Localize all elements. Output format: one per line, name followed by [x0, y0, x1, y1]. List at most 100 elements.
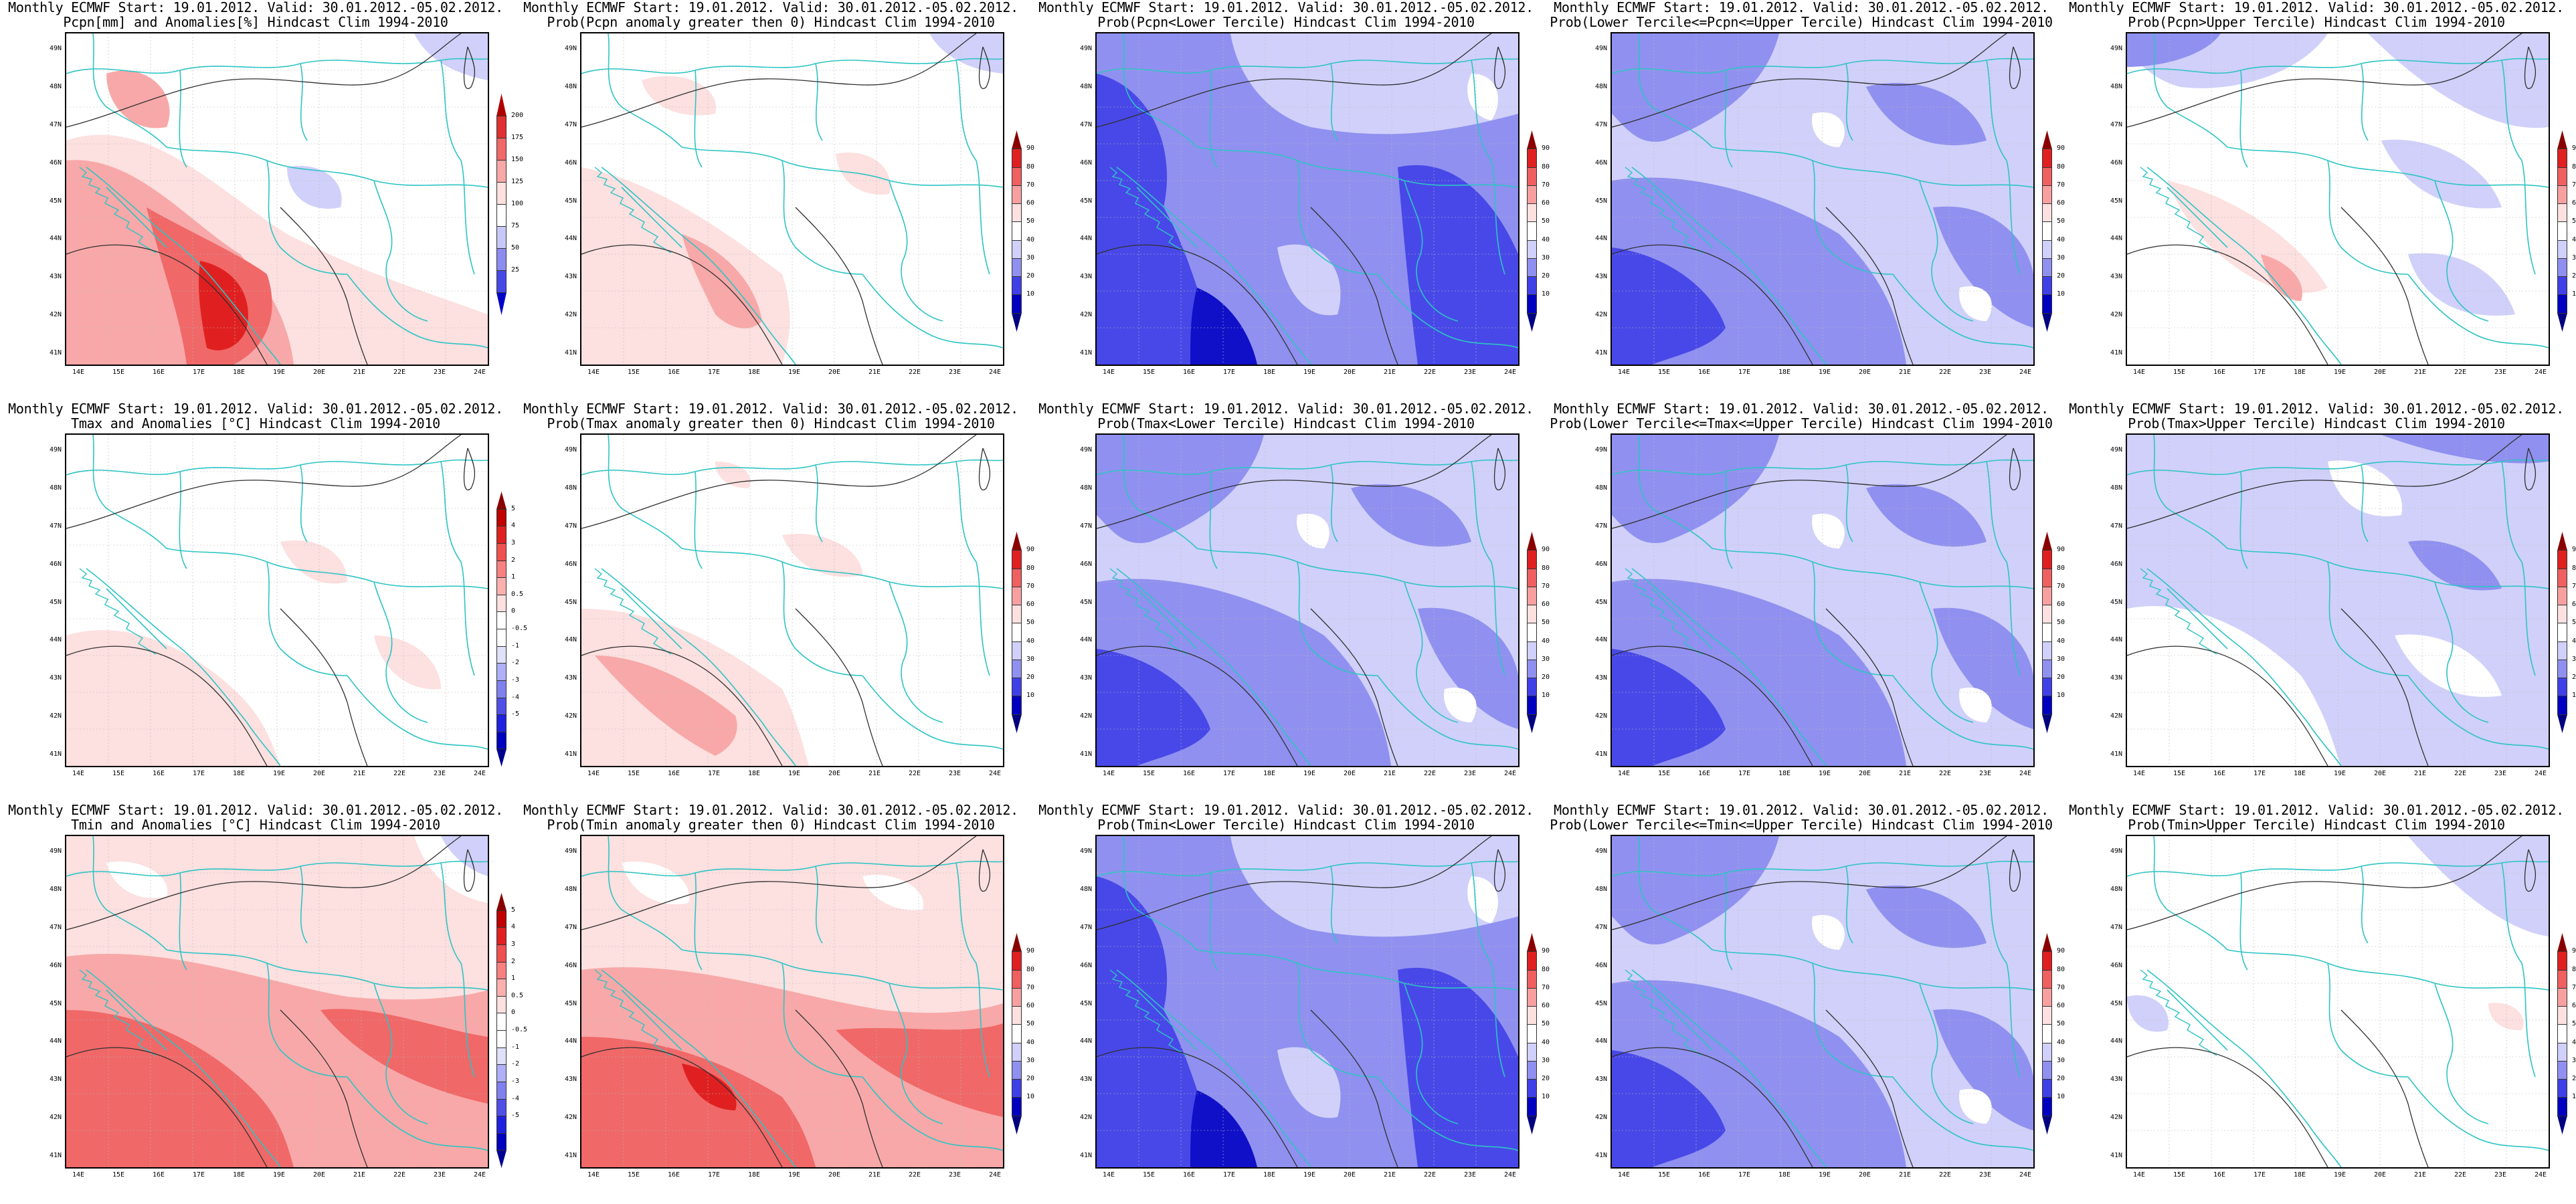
map-frame [1611, 835, 2035, 1169]
colorbar-swatch [496, 893, 507, 911]
country-border [300, 464, 308, 542]
colorbar: 90 80 70 60 50 40 30 20 10 [2557, 532, 2576, 733]
country-border [1330, 866, 1338, 944]
country-border [2407, 1076, 2549, 1151]
colorbar: 90 80 70 60 50 40 30 20 10 [1527, 933, 1567, 1134]
lon-label: 24E [2534, 1171, 2547, 1179]
contour-line [2127, 244, 2328, 365]
lon-label: 19E [2333, 770, 2347, 777]
lat-label: 46N [564, 560, 577, 568]
colorbar-swatch [2042, 933, 2052, 952]
colorbar-swatch [2557, 148, 2567, 168]
colorbar-tick-label: 50 [1026, 1020, 1035, 1028]
colorbar-tick-label: 20 [1026, 1075, 1035, 1083]
colorbar-swatch [496, 663, 507, 681]
panel-title-line2: Prob(Lower Tercile<=Tmin<=Upper Tercile)… [1550, 817, 2053, 833]
colorbar-swatch [496, 526, 507, 544]
colorbar: 90 80 70 60 50 40 30 20 10 [2557, 130, 2576, 332]
lon-label: 22E [393, 1171, 406, 1179]
lat-label: 45N [2110, 999, 2122, 1007]
lat-label: 48N [49, 885, 62, 893]
colorbar-tick-label: 70 [1542, 181, 1550, 189]
country-border [106, 588, 167, 649]
lat-label: 48N [1594, 484, 1607, 492]
lat-label: 45N [49, 598, 62, 606]
lat-label: 44N [1594, 1037, 1607, 1045]
lon-label: 16E [667, 770, 680, 777]
fill-region [1467, 876, 1498, 923]
map-frame [2126, 32, 2550, 366]
country-border [1297, 160, 1378, 275]
panel-title: Monthly ECMWF Start: 19.01.2012. Valid: … [1, 803, 510, 832]
lon-label: 18E [1778, 1171, 1791, 1179]
lon-label: 24E [1503, 369, 1517, 376]
contour-line [2524, 447, 2537, 491]
lon-label: 14E [1102, 1171, 1115, 1179]
lon-label: 15E [1142, 1171, 1156, 1179]
colorbar: 90 80 70 60 50 40 30 20 10 [1527, 130, 1567, 332]
country-border [1724, 872, 1733, 971]
country-border [955, 862, 990, 1078]
lat-label: 45N [564, 999, 577, 1007]
lon-label: 19E [1303, 369, 1316, 376]
colorbar-tick-label: -5 [511, 1112, 520, 1120]
lat-label: 43N [1079, 273, 1092, 281]
colorbar-tick-label: 40 [2572, 235, 2576, 243]
fill-region [1190, 1090, 1257, 1167]
colorbar-swatch [496, 1047, 507, 1066]
country-border [1892, 1076, 2033, 1151]
contour-line [1310, 1009, 1398, 1167]
lon-label: 14E [1617, 1171, 1631, 1179]
coastline [1625, 167, 1702, 254]
country-border [1116, 568, 1311, 766]
colorbar-swatch [496, 1081, 507, 1100]
panel-title: Monthly ECMWF Start: 19.01.2012. Valid: … [1, 401, 510, 431]
country-border [166, 146, 488, 188]
fill-region [66, 1010, 294, 1167]
colorbar-tick-label: 0.5 [511, 590, 524, 598]
colorbar-swatch [1012, 239, 1022, 259]
country-border [2327, 963, 2409, 1078]
map-svg [2127, 33, 2549, 365]
colorbar-tick-label: 20 [1026, 272, 1035, 280]
colorbar-swatch [496, 226, 507, 249]
lon-label: 16E [152, 369, 165, 376]
lat-label: 42N [1079, 311, 1092, 319]
country-border [2239, 471, 2248, 569]
lon-label: 14E [72, 1171, 85, 1179]
lat-label: 41N [49, 750, 62, 758]
contour-line [1097, 33, 1492, 128]
lon-label: 17E [192, 369, 205, 376]
lon-label: 18E [1263, 1171, 1276, 1179]
colorbar-swatch [2557, 678, 2567, 697]
map-frame [1095, 32, 1520, 366]
panel-title-line1: Monthly ECMWF Start: 19.01.2012. Valid: … [1038, 0, 1534, 15]
country-border [862, 1076, 1003, 1151]
colorbar-swatch [2557, 969, 2567, 989]
contour-line [2340, 1009, 2429, 1167]
colorbar-swatch [2042, 678, 2052, 697]
colorbar-swatch [2042, 1024, 2052, 1043]
map-panel-pcpn-2: Monthly ECMWF Start: 19.01.2012. Valid: … [517, 0, 1035, 401]
colorbar-tick-label: 50 [1026, 217, 1035, 225]
colorbar-tick-label: 80 [2572, 163, 2576, 171]
lon-label: 21E [868, 1171, 881, 1179]
colorbar-tick-label: 70 [2057, 181, 2065, 189]
lon-label: 15E [1657, 369, 1671, 376]
lon-label: 20E [1858, 369, 1871, 376]
lat-label: 41N [49, 1152, 62, 1159]
country-border [1471, 461, 1505, 676]
country-border [889, 581, 943, 723]
contour-line [1612, 33, 2007, 128]
colorbar-swatch [1527, 623, 1537, 642]
colorbar-tick-label: 200 [511, 112, 524, 119]
colorbar-swatch [2042, 714, 2052, 733]
colorbar-swatch [1527, 586, 1537, 606]
lat-label: 44N [49, 1037, 62, 1045]
coastline [594, 969, 672, 1056]
country-border [1123, 435, 1198, 549]
colorbar-tick-label: 10 [2057, 692, 2065, 700]
colorbar-swatch [2042, 1006, 2052, 1025]
colorbar-swatch [2042, 1097, 2052, 1116]
colorbar-tick-label: 10 [2572, 290, 2576, 298]
